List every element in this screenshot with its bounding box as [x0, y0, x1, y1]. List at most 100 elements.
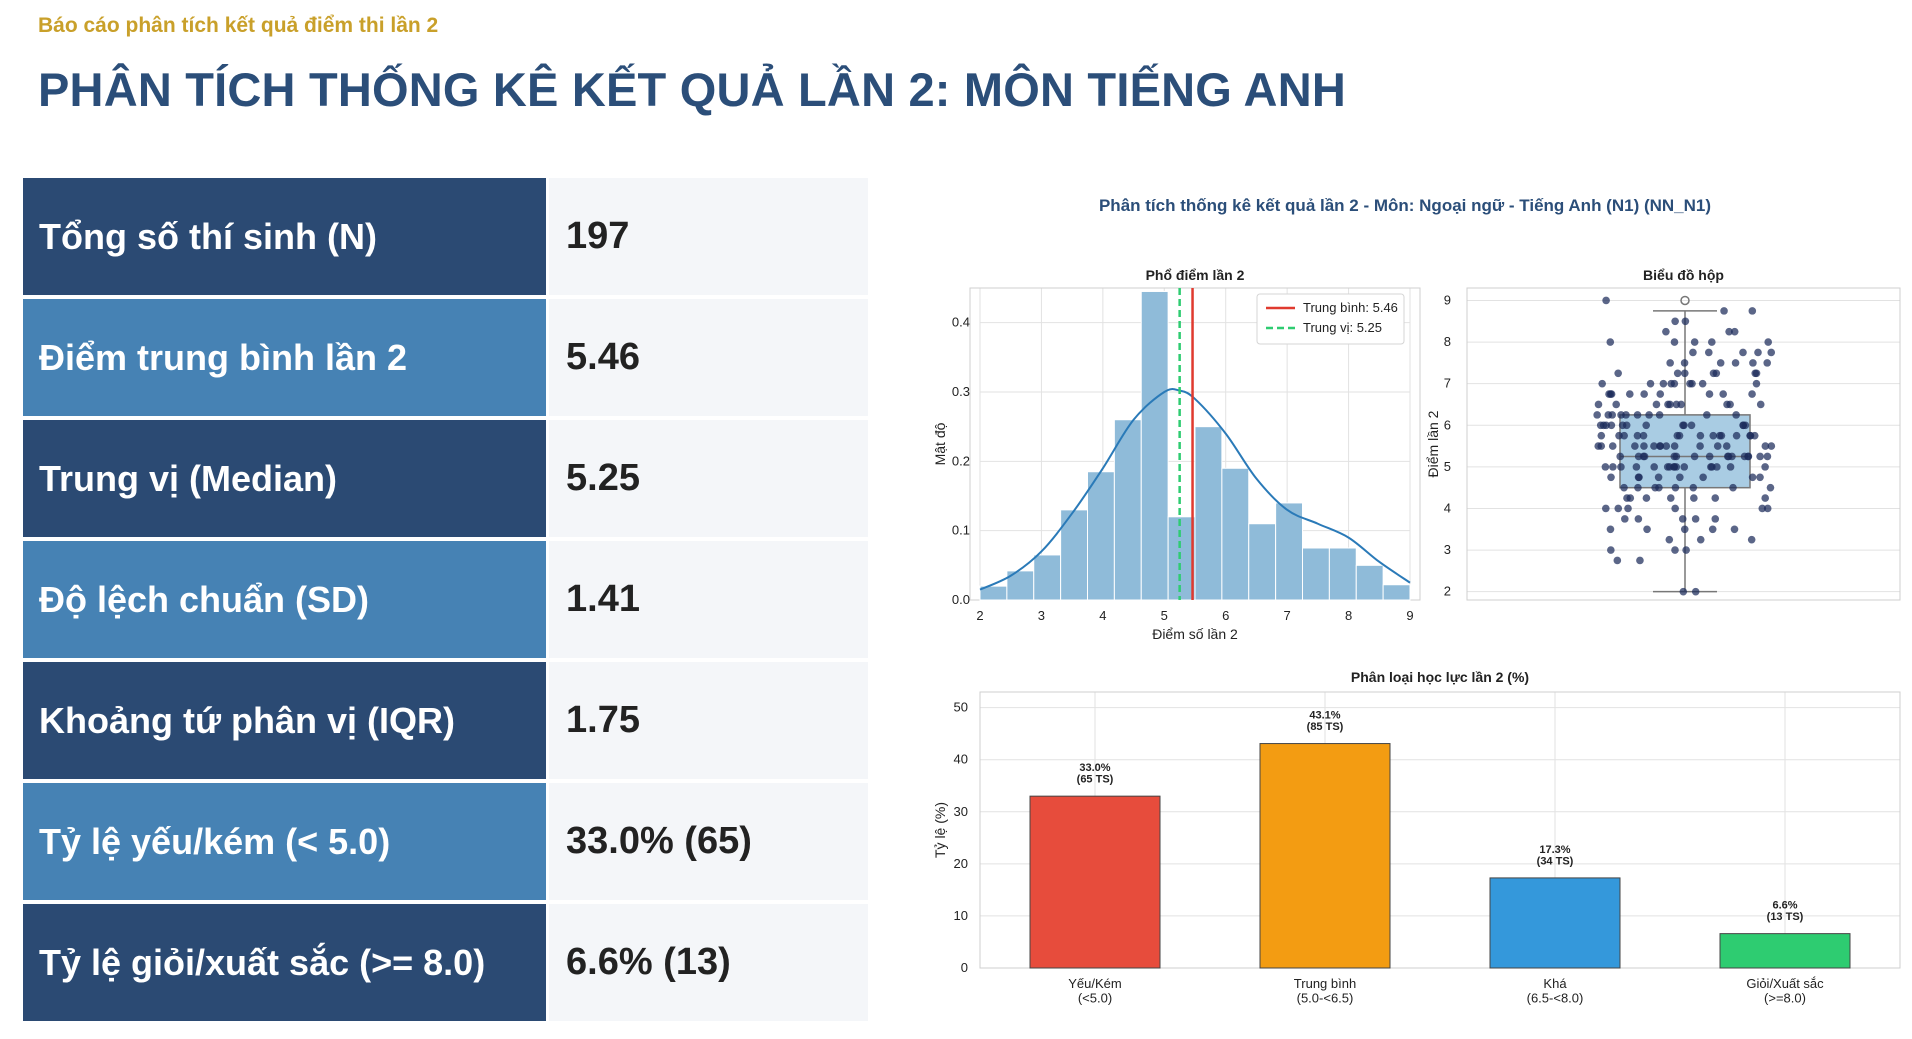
jitter-point [1723, 400, 1731, 409]
jitter-point [1666, 359, 1674, 367]
jitter-point [1636, 556, 1644, 565]
jitter-point [1741, 421, 1750, 430]
jitter-point [1602, 504, 1610, 513]
boxplot-title: Biểu đồ hộp [1643, 267, 1724, 283]
histogram-x-tick: 9 [1406, 608, 1413, 623]
jitter-point [1614, 504, 1623, 513]
jitter-point [1724, 452, 1733, 461]
histogram-bar [1328, 547, 1357, 601]
jitter-point [1671, 546, 1679, 554]
jitter-point [1730, 525, 1739, 534]
jitter-point [1597, 431, 1606, 440]
histogram-bar [1221, 467, 1250, 601]
bar-chart-y-tick: 10 [954, 908, 968, 923]
jitter-point [1689, 348, 1697, 357]
jitter-point [1708, 338, 1716, 346]
jitter-point [1705, 390, 1714, 398]
jitter-point [1655, 483, 1663, 492]
histogram-bar [1113, 419, 1142, 601]
jitter-point [1608, 411, 1616, 419]
jitter-point [1670, 463, 1679, 471]
jitter-point [1639, 431, 1648, 440]
jitter-point [1666, 400, 1674, 409]
jitter-point [1678, 515, 1687, 523]
category-bar [1489, 877, 1621, 969]
histogram-title: Phổ điểm lần 2 [1146, 267, 1245, 283]
category-bar [1719, 933, 1851, 969]
jitter-point [1656, 442, 1665, 450]
jitter-point [1732, 411, 1740, 419]
jitter-point [1607, 421, 1616, 430]
jitter-point [1607, 473, 1615, 482]
jitter-point [1715, 431, 1724, 440]
jitter-point [1686, 379, 1694, 388]
stat-label: Tỷ lệ yếu/kém (< 5.0) [23, 783, 546, 900]
jitter-point [1612, 400, 1620, 409]
jitter-point [1614, 369, 1622, 378]
jitter-point [1593, 411, 1601, 419]
stat-row-mean: Điểm trung bình lần 2 5.46 [23, 299, 868, 416]
bar-chart-title: Phân loại học lực lần 2 (%) [1351, 669, 1529, 685]
jitter-point [1691, 587, 1700, 596]
jitter-point [1691, 515, 1700, 523]
figure-suptitle: Phân tích thống kê kết quả lần 2 - Môn: … [1099, 196, 1711, 215]
bar-value-label: 43.1% (85 TS) [1307, 710, 1344, 734]
jitter-point [1756, 473, 1764, 482]
jitter-point [1696, 535, 1705, 544]
jitter-point [1756, 400, 1765, 409]
jitter-point [1754, 348, 1762, 357]
bar-chart-y-tick: 50 [954, 700, 968, 715]
histogram-bar [1087, 471, 1115, 601]
jitter-point [1756, 452, 1764, 461]
histogram-bar [1060, 509, 1088, 601]
jitter-point [1747, 535, 1756, 544]
boxplot-y-tick: 5 [1444, 459, 1451, 474]
jitter-point [1767, 442, 1776, 450]
jitter-point [1705, 452, 1714, 461]
bar-value-label: 6.6% (13 TS) [1767, 900, 1804, 924]
bar-chart-frame [979, 691, 1901, 969]
jitter-point [1608, 442, 1617, 450]
jitter-point [1606, 338, 1615, 346]
boxplot-y-tick: 3 [1444, 542, 1451, 557]
page-title: PHÂN TÍCH THỐNG KÊ KẾT QUẢ LẦN 2: MÔN TI… [38, 63, 1346, 116]
jitter-point [1670, 338, 1679, 346]
jitter-point [1620, 431, 1628, 440]
jitter-point [1601, 463, 1610, 471]
jitter-point [1696, 442, 1704, 450]
jitter-point [1623, 494, 1631, 502]
histogram-bar [1248, 523, 1277, 601]
jitter-point [1699, 473, 1707, 482]
stat-label: Khoảng tứ phân vị (IQR) [23, 662, 546, 779]
jitter-point [1676, 473, 1684, 482]
jitter-point [1640, 442, 1648, 450]
jitter-point [1605, 390, 1613, 398]
jitter-point [1622, 411, 1630, 419]
jitter-point [1689, 483, 1698, 492]
jitter-point [1616, 452, 1625, 461]
bar-category-label: Trung bình (5.0-<6.5) [1294, 976, 1356, 1005]
stat-row-total: Tổng số thí sinh (N) 197 [23, 178, 868, 295]
jitter-point [1725, 327, 1733, 336]
histogram-x-tick: 2 [976, 608, 983, 623]
jitter-point [1602, 421, 1610, 430]
jitter-point [1654, 473, 1663, 482]
histogram-y-tick: 0.1 [952, 523, 970, 538]
jitter-point [1687, 421, 1696, 430]
jitter-point [1681, 317, 1690, 326]
stat-label: Tỷ lệ giỏi/xuất sắc (>= 8.0) [23, 904, 546, 1021]
histogram-y-tick: 0.3 [952, 384, 970, 399]
bar-category-label: Yếu/Kém (<5.0) [1068, 976, 1121, 1005]
jitter-point [1679, 587, 1688, 596]
jitter-point [1739, 348, 1747, 357]
stat-row-sd: Độ lệch chuẩn (SD) 1.41 [23, 541, 868, 658]
stat-value: 197 [549, 178, 868, 295]
histogram-y-tick: 0.2 [952, 453, 970, 468]
jitter-point [1763, 359, 1772, 367]
jitter-point [1761, 442, 1770, 450]
jitter-point [1652, 400, 1661, 409]
jitter-point [1602, 296, 1610, 305]
jitter-point [1670, 442, 1679, 450]
jitter-point [1752, 379, 1761, 388]
category-bar [1029, 795, 1161, 969]
